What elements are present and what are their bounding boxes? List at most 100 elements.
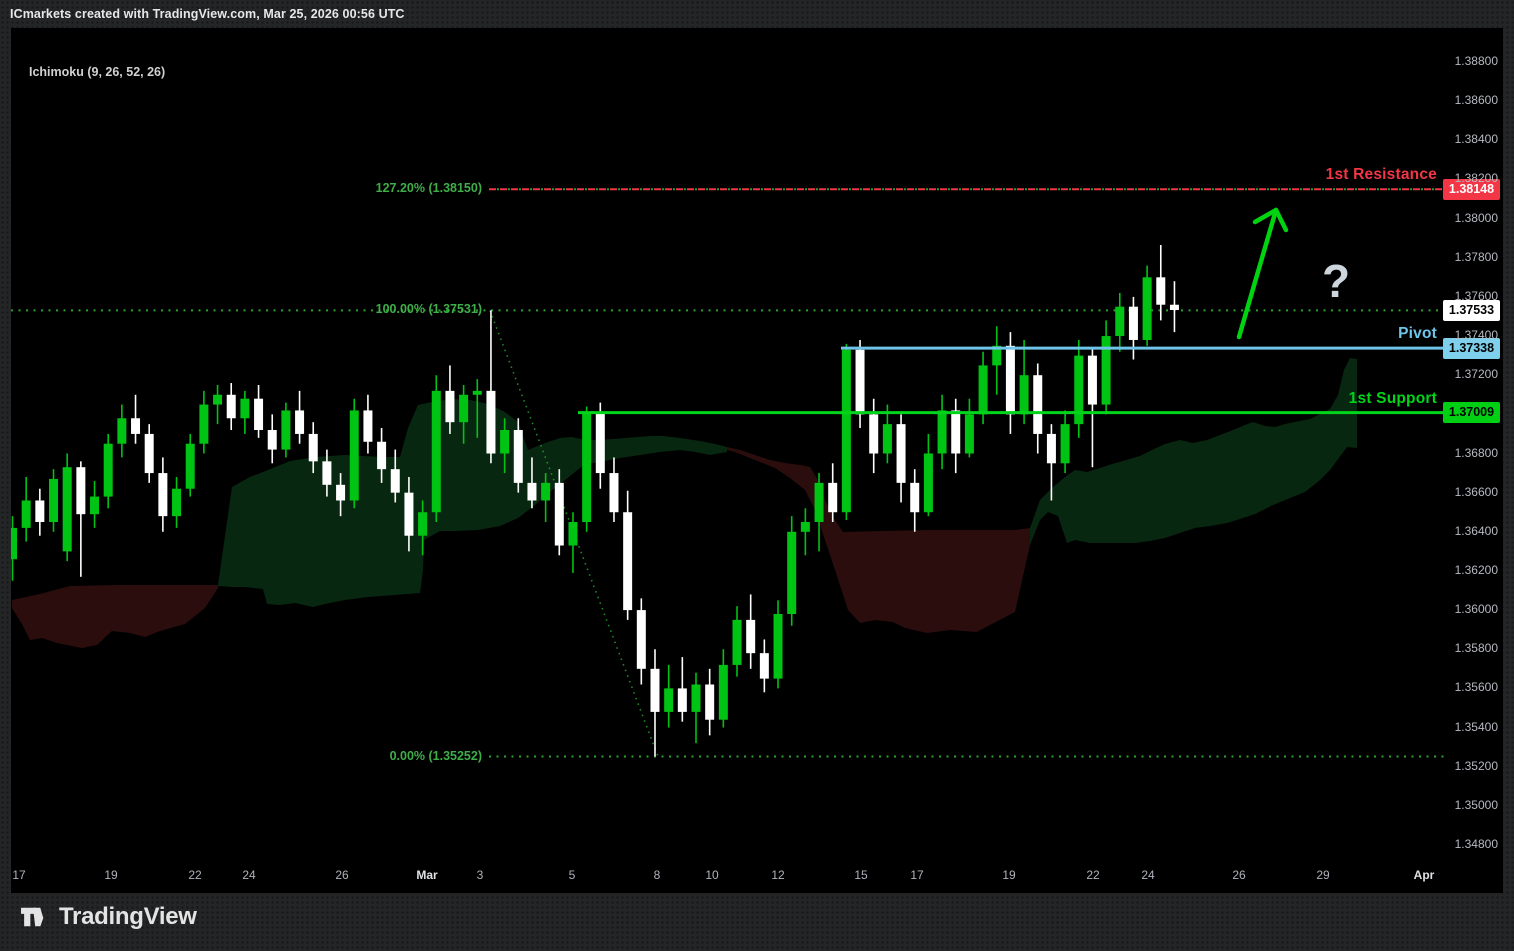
tradingview-logo-text: TradingView xyxy=(59,903,197,930)
pivot-label: Pivot xyxy=(1398,325,1437,343)
candle-bullish xyxy=(1115,306,1125,337)
candle-bearish xyxy=(1169,304,1179,311)
candle-bullish xyxy=(814,482,824,523)
price-tick-label: 1.38000 xyxy=(1454,210,1498,225)
support-price-badge: 1.37009 xyxy=(1443,402,1500,424)
fib-level-label-1: 100.00% (1.37531) xyxy=(375,302,482,317)
price-tick-label: 1.35000 xyxy=(1454,797,1498,812)
candle-bullish xyxy=(1019,375,1029,415)
candle-bearish xyxy=(308,433,318,462)
time-tick-label: Mar xyxy=(416,868,438,882)
watermark-header: ICmarkets created with TradingView.com, … xyxy=(10,7,405,21)
candle-bullish xyxy=(62,467,72,552)
fib-level-label-2: 0.00% (1.35252) xyxy=(389,748,482,763)
candle-bearish xyxy=(828,482,838,513)
candle-bearish xyxy=(1033,375,1043,434)
candle-bullish xyxy=(541,482,551,501)
up-arrow-annotation[interactable] xyxy=(1236,207,1289,340)
chart-panel[interactable]: Ichimoku (9, 26, 52, 26) xyxy=(11,28,1503,893)
candle-bearish xyxy=(35,500,45,523)
candle-bullish xyxy=(732,619,742,665)
ichimoku-cloud-green xyxy=(1030,358,1357,545)
price-tick-label: 1.35200 xyxy=(1454,758,1498,773)
last-price-badge: 1.37533 xyxy=(1443,299,1500,321)
candle-bearish xyxy=(951,410,961,454)
time-tick-label: 17 xyxy=(12,868,26,882)
time-tick-label: 3 xyxy=(476,868,484,882)
candle-bearish xyxy=(1156,277,1166,305)
tradingview-logo[interactable]: TradingView xyxy=(20,903,197,931)
price-tick-label: 1.38600 xyxy=(1454,93,1498,108)
time-tick-label: 22 xyxy=(1086,868,1100,882)
candle-bearish xyxy=(1087,355,1097,405)
time-tick-label: 10 xyxy=(705,868,719,882)
time-tick-label: 22 xyxy=(188,868,202,882)
candle-bearish xyxy=(226,394,236,419)
tradingview-logo-icon xyxy=(21,907,44,927)
candle-bullish xyxy=(964,414,974,454)
candle-bullish xyxy=(500,430,510,454)
candle-bearish xyxy=(1128,306,1138,340)
price-tick-label: 1.35600 xyxy=(1454,680,1498,695)
time-tick-label: 26 xyxy=(1232,868,1246,882)
candle-bearish xyxy=(267,430,277,450)
candle-bullish xyxy=(691,684,701,712)
candle-bearish xyxy=(404,492,414,536)
candle-bullish xyxy=(1142,277,1152,340)
time-tick-label: 19 xyxy=(104,868,118,882)
candle-bearish xyxy=(322,461,332,485)
candle-bearish xyxy=(896,424,906,483)
candle-bearish xyxy=(295,410,305,434)
resistance-price-badge: 1.38148 xyxy=(1443,178,1500,200)
candle-bullish xyxy=(937,410,947,454)
candle-bearish xyxy=(527,482,537,501)
chart-canvas xyxy=(11,188,1448,758)
candle-bearish xyxy=(869,414,879,454)
price-tick-label: 1.37200 xyxy=(1454,367,1498,382)
question-mark-annotation[interactable]: ? xyxy=(1321,255,1351,307)
candle-bullish xyxy=(718,664,728,720)
time-tick-label: 12 xyxy=(771,868,785,882)
time-tick-label: 19 xyxy=(1002,868,1016,882)
candle-bearish xyxy=(158,473,168,517)
candle-bearish xyxy=(336,484,346,501)
pivot-price-badge: 1.37338 xyxy=(1443,337,1500,359)
candle-bullish xyxy=(349,410,359,501)
candle-bullish xyxy=(172,488,182,517)
candle-bearish xyxy=(746,619,756,654)
candle-bullish xyxy=(992,345,1002,366)
candle-bullish xyxy=(11,527,17,560)
candle-bullish xyxy=(459,394,469,423)
candle-bearish xyxy=(445,390,455,423)
price-tick-label: 1.38800 xyxy=(1454,54,1498,68)
fib-trend-line[interactable] xyxy=(489,310,659,757)
price-tick-label: 1.34800 xyxy=(1454,837,1498,851)
price-tick-label: 1.36000 xyxy=(1454,602,1498,617)
candle-bearish xyxy=(623,512,633,611)
resistance-label: 1st Resistance xyxy=(1325,166,1437,184)
time-tick-label: 29 xyxy=(1316,868,1330,882)
price-tick-label: 1.38200 xyxy=(1454,171,1498,186)
price-tick-label: 1.35800 xyxy=(1454,641,1498,656)
candle-bullish xyxy=(1101,336,1111,405)
candle-bullish xyxy=(923,453,933,513)
candle-bullish xyxy=(418,512,428,536)
candle-bearish xyxy=(677,688,687,712)
candle-bullish xyxy=(431,390,441,513)
candle-bullish xyxy=(49,478,59,523)
candle-bearish xyxy=(486,390,496,454)
candle-bullish xyxy=(117,418,127,444)
price-tick-label: 1.36200 xyxy=(1454,562,1498,577)
candle-bullish xyxy=(568,522,578,546)
candle-bullish xyxy=(21,500,31,528)
candle-bullish xyxy=(978,365,988,415)
candle-bearish xyxy=(609,473,619,513)
price-tick-label: 1.37400 xyxy=(1454,328,1498,343)
candle-bearish xyxy=(636,610,646,669)
price-tick-label: 1.38400 xyxy=(1454,132,1498,147)
price-tick-label: 1.36400 xyxy=(1454,523,1498,538)
candle-bullish xyxy=(1060,424,1070,464)
candle-bearish xyxy=(513,430,523,483)
candle-bullish xyxy=(664,688,674,712)
